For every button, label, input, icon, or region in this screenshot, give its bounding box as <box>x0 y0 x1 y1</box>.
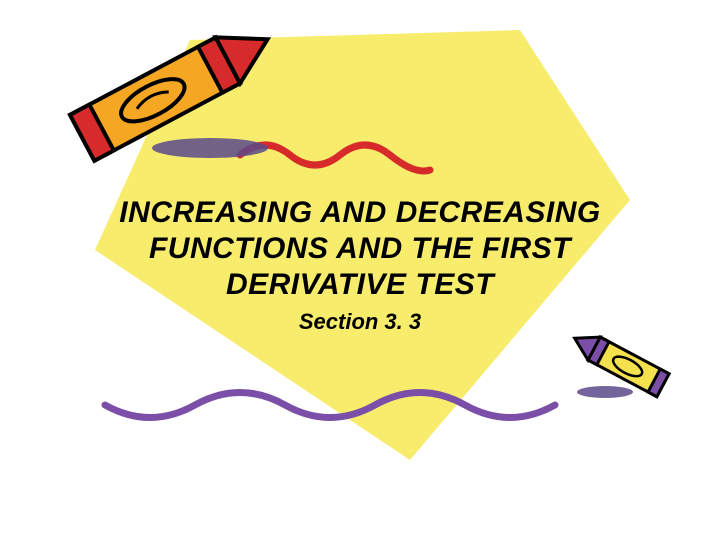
crayon-icon <box>20 0 320 190</box>
slide-subtitle: Section 3. 3 <box>110 309 610 335</box>
squiggle-purple <box>100 375 560 445</box>
crayon-icon <box>560 320 690 410</box>
slide-container: INCREASING AND DECREASING FUNCTIONS AND … <box>0 0 720 540</box>
slide-title: INCREASING AND DECREASING FUNCTIONS AND … <box>110 195 610 303</box>
title-block: INCREASING AND DECREASING FUNCTIONS AND … <box>110 195 610 335</box>
